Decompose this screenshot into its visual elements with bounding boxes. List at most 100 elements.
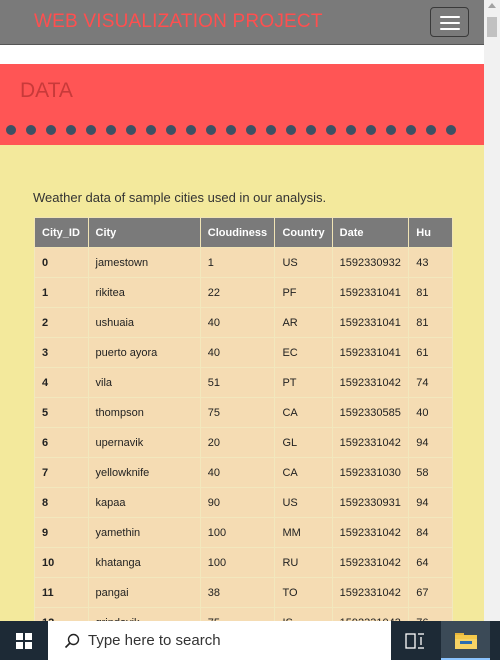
table-cell: grindavik	[87, 607, 201, 621]
content-section: Weather data of sample cities used in ou…	[0, 145, 484, 621]
table-cell: EC	[274, 337, 333, 368]
table-cell: 1592331042	[331, 517, 410, 548]
table-cell: 100	[199, 517, 276, 548]
table-cell: 1592331041	[331, 277, 410, 308]
divider-dot	[186, 125, 196, 135]
table-body: 0 jamestown 1 US 1592330932 43 1 rikitea 22 PF 159…	[34, 247, 453, 621]
table-cell: jamestown	[87, 247, 201, 278]
table-row: 8 kapaa 90 US 1592330931 94	[34, 487, 453, 518]
table-cell: 12	[34, 607, 89, 621]
hamburger-menu-icon[interactable]	[430, 7, 469, 37]
table-cell: 2	[34, 307, 89, 338]
table-cell: yamethin	[87, 517, 201, 548]
table-cell: 40	[408, 397, 453, 428]
table-cell: 1592330931	[331, 487, 410, 518]
table-cell: 1592331041	[331, 307, 410, 338]
table-cell: 1592331042	[331, 427, 410, 458]
brand-title[interactable]: WEB VISUALIZATION PROJECT	[34, 11, 323, 32]
divider-dot	[166, 125, 176, 135]
table-cell: 6	[34, 427, 89, 458]
table-cell: rikitea	[87, 277, 201, 308]
table-cell: 75	[199, 397, 276, 428]
table-cell: PF	[274, 277, 333, 308]
table-cell: thompson	[87, 397, 201, 428]
table-cell: yellowknife	[87, 457, 201, 488]
file-explorer-button[interactable]	[441, 621, 490, 660]
task-view-icon[interactable]	[405, 632, 425, 650]
table-row: 10 khatanga 100 RU 1592331042 64	[34, 547, 453, 578]
table-row: 3 puerto ayora 40 EC 1592331041 61	[34, 337, 453, 368]
table-cell: 76	[408, 607, 453, 621]
table-cell: 1592331042	[331, 577, 410, 608]
divider-dot	[346, 125, 356, 135]
table-cell: 81	[408, 277, 453, 308]
search-placeholder: Type here to search	[88, 632, 221, 649]
table-cell: PT	[274, 367, 333, 398]
table-cell: 1592331043	[331, 607, 410, 621]
table-cell: 10	[34, 547, 89, 578]
column-header: Hu	[408, 217, 453, 248]
table-cell: IS	[274, 607, 333, 621]
table-cell: US	[274, 247, 333, 278]
table-cell: 58	[408, 457, 453, 488]
table-row: 6 upernavik 20 GL 1592331042 94	[34, 427, 453, 458]
navbar: WEB VISUALIZATION PROJECT	[0, 0, 484, 45]
table-cell: MM	[274, 517, 333, 548]
table-cell: 94	[408, 427, 453, 458]
table-row: 9 yamethin 100 MM 1592331042 84	[34, 517, 453, 548]
divider-dot	[86, 125, 96, 135]
table-cell: pangai	[87, 577, 201, 608]
table-cell: 1	[34, 277, 89, 308]
table-cell: khatanga	[87, 547, 201, 578]
table-row: 12grindavik75IS159233104376	[34, 607, 453, 621]
table-row: 4 vila 51 PT 1592331042 74	[34, 367, 453, 398]
page-header: DATA	[0, 64, 484, 145]
table-cell: US	[274, 487, 333, 518]
table-cell: AR	[274, 307, 333, 338]
table-row: 5 thompson 75 CA 1592330585 40	[34, 397, 453, 428]
table-cell: 38	[199, 577, 276, 608]
taskbar-search-box[interactable]: Type here to search	[48, 621, 391, 660]
table-cell: 40	[199, 457, 276, 488]
table-cell: 43	[408, 247, 453, 278]
divider-dot	[26, 125, 36, 135]
table-cell: GL	[274, 427, 333, 458]
page-title: DATA	[20, 79, 73, 102]
start-button[interactable]	[0, 621, 48, 660]
divider-dot	[266, 125, 276, 135]
table-header-row: City_ID City Cloudiness Country Date Hu	[34, 217, 453, 248]
divider-dot	[66, 125, 76, 135]
column-header: Cloudiness	[199, 217, 276, 248]
file-explorer-icon	[455, 633, 477, 649]
table-cell: 20	[199, 427, 276, 458]
scroll-up-arrow-icon[interactable]	[488, 3, 496, 8]
table-cell: 1	[199, 247, 276, 278]
table-cell: ushuaia	[87, 307, 201, 338]
table-row: 1 rikitea 22 PF 1592331041 81	[34, 277, 453, 308]
data-table-container[interactable]: City_ID City Cloudiness Country Date Hu 0 jame…	[34, 217, 453, 621]
table-cell: 74	[408, 367, 453, 398]
table-cell: 4	[34, 367, 89, 398]
table-cell: 75	[199, 607, 276, 621]
column-header: City_ID	[34, 217, 89, 248]
table-cell: 11	[34, 577, 89, 608]
table-cell: 22	[199, 277, 276, 308]
table-cell: 81	[408, 307, 453, 338]
table-cell: 94	[408, 487, 453, 518]
page-scrollbar[interactable]	[484, 0, 500, 621]
data-table: City_ID City Cloudiness Country Date Hu 0 jame…	[34, 217, 453, 621]
scrollbar-thumb[interactable]	[487, 17, 497, 37]
divider-dot	[286, 125, 296, 135]
column-header: Country	[274, 217, 333, 248]
table-cell: 0	[34, 247, 89, 278]
table-row: 0 jamestown 1 US 1592330932 43	[34, 247, 453, 278]
table-cell: 61	[408, 337, 453, 368]
table-cell: 1592331042	[331, 547, 410, 578]
divider-dot	[246, 125, 256, 135]
table-cell: 90	[199, 487, 276, 518]
table-cell: CA	[274, 397, 333, 428]
table-cell: 64	[408, 547, 453, 578]
table-cell: 84	[408, 517, 453, 548]
active-app-indicator	[441, 658, 490, 660]
table-cell: 40	[199, 337, 276, 368]
